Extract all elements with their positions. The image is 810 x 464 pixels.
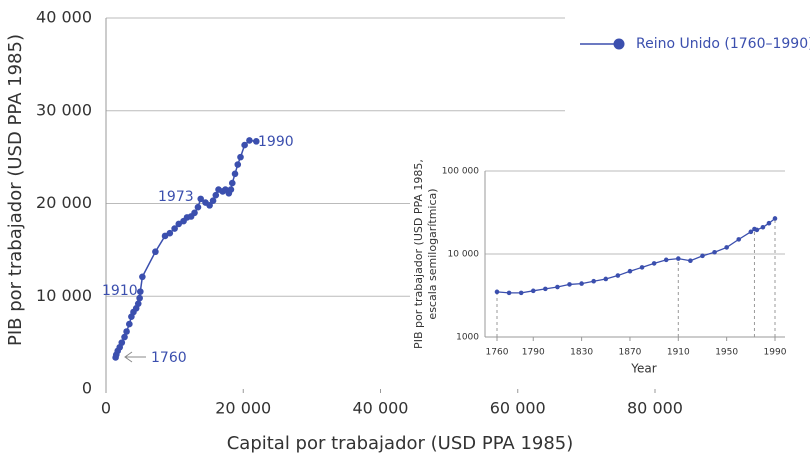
- data-point: [567, 282, 572, 287]
- data-point: [212, 191, 220, 199]
- data-point: [231, 170, 239, 178]
- data-point: [175, 220, 183, 228]
- data-point: [234, 161, 242, 168]
- data-point: [579, 281, 584, 286]
- inset-background: [410, 158, 805, 388]
- x-tick-label: 1830: [570, 348, 593, 358]
- data-point: [206, 202, 213, 209]
- y-axis-label: escala semilogarítmica): [426, 188, 439, 319]
- data-point: [252, 138, 260, 145]
- legend-label: Reino Unido (1760–1990): [636, 36, 810, 52]
- y-axis-label: PIB por trabajador (USD PPA 1985,: [412, 159, 425, 349]
- x-tick-label: 1790: [522, 348, 545, 358]
- data-point: [237, 153, 244, 161]
- annotation: 1910: [102, 283, 138, 299]
- data-point: [518, 290, 524, 296]
- y-axis-label: PIB por trabajador (USD PPA 1985): [5, 34, 26, 346]
- data-point: [766, 220, 772, 226]
- data-point: [123, 328, 130, 335]
- data-point: [228, 179, 236, 187]
- x-axis-label: Year: [630, 362, 656, 376]
- y-tick-label: 40 000: [36, 8, 92, 27]
- data-point: [748, 229, 754, 235]
- annotation: 1973: [158, 189, 194, 205]
- annotation-arrowhead: [124, 351, 133, 363]
- x-tick-label: 40 000: [353, 399, 409, 418]
- x-tick-label: 1950: [715, 348, 738, 358]
- x-tick-label: 1910: [667, 348, 690, 358]
- y-tick-label: 10 000: [448, 250, 480, 260]
- data-point: [688, 258, 693, 264]
- data-point: [494, 289, 500, 295]
- data-point: [139, 273, 146, 281]
- data-point: [530, 288, 536, 294]
- x-axis-label: Capital por trabajador (USD PPA 1985): [227, 433, 574, 454]
- annotation: 1760: [151, 350, 187, 366]
- data-point: [724, 245, 729, 250]
- data-point: [118, 339, 126, 346]
- data-point: [591, 278, 596, 284]
- x-tick-label: 0: [101, 399, 111, 418]
- data-point: [736, 237, 742, 242]
- data-point: [603, 276, 609, 282]
- data-point: [700, 253, 705, 259]
- x-tick-label: 1990: [764, 348, 787, 358]
- data-point: [126, 320, 133, 328]
- data-point: [543, 286, 548, 292]
- data-point: [651, 261, 657, 266]
- data-point: [506, 290, 512, 296]
- data-point: [772, 216, 778, 221]
- data-point: [152, 248, 159, 256]
- annotation: 1990: [258, 134, 294, 150]
- data-point: [627, 268, 633, 274]
- data-point: [191, 209, 198, 217]
- data-point: [161, 232, 169, 240]
- y-tick-label: 10 000: [36, 286, 92, 305]
- y-tick-label: 20 000: [36, 193, 92, 212]
- data-point: [639, 265, 645, 270]
- y-tick-label: 0: [82, 379, 92, 398]
- legend-marker: [613, 38, 625, 50]
- data-point: [134, 300, 142, 307]
- data-point: [246, 137, 253, 144]
- data-point: [676, 256, 681, 261]
- data-point: [121, 333, 128, 341]
- data-point: [754, 227, 760, 233]
- data-point: [194, 203, 202, 211]
- x-tick-label: 80 000: [627, 399, 683, 418]
- data-point: [227, 186, 235, 193]
- data-point: [171, 225, 178, 232]
- x-tick-label: 1760: [486, 348, 509, 358]
- data-point: [197, 195, 205, 203]
- y-tick-label: 100 000: [442, 167, 479, 177]
- data-point: [136, 294, 143, 302]
- x-tick-label: 60 000: [490, 399, 546, 418]
- data-point: [241, 141, 248, 149]
- y-tick-label: 30 000: [36, 100, 92, 119]
- y-tick-label: 1000: [456, 333, 479, 343]
- data-point: [209, 197, 217, 205]
- x-tick-label: 20 000: [215, 399, 271, 418]
- data-point: [615, 273, 621, 278]
- x-tick-label: 1870: [619, 348, 642, 358]
- data-point: [166, 229, 174, 237]
- data-point: [712, 249, 717, 255]
- data-point: [555, 284, 560, 290]
- data-point: [137, 288, 144, 295]
- data-point: [760, 224, 766, 230]
- data-point: [663, 257, 669, 263]
